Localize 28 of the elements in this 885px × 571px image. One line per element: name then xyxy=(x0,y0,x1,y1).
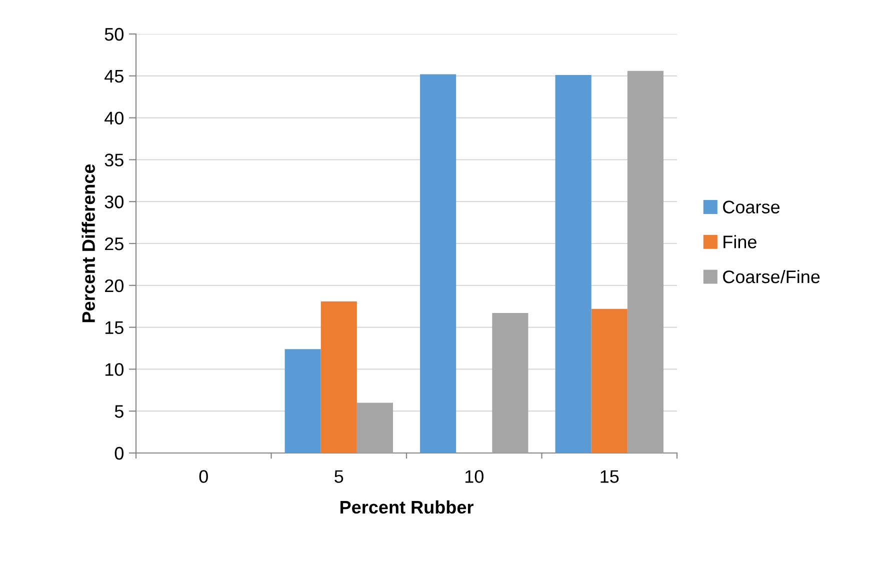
y-tick-label: 0 xyxy=(114,446,124,460)
bar xyxy=(555,75,592,453)
y-tick-label: 40 xyxy=(104,112,124,125)
y-axis-title: Percent Difference xyxy=(82,164,95,322)
y-tick-label: 5 xyxy=(114,405,124,418)
x-tick-label: 15 xyxy=(600,470,619,483)
y-tick-label: 25 xyxy=(105,237,124,250)
y-tick-label: 20 xyxy=(105,279,124,292)
y-tick-label: 30 xyxy=(104,196,124,208)
y-tick-label: 45 xyxy=(104,70,124,83)
bar xyxy=(284,349,321,453)
bar xyxy=(591,308,628,453)
legend-label: Fine xyxy=(724,235,756,248)
x-tick-label: 0 xyxy=(199,470,208,483)
legend-label: Coarse xyxy=(723,200,780,214)
legend-label: Coarse/Fine xyxy=(723,270,820,284)
y-tick-label: 10 xyxy=(105,363,124,376)
bar xyxy=(356,402,393,453)
bar xyxy=(420,74,456,453)
bar xyxy=(320,301,357,453)
x-tick-label: 5 xyxy=(334,470,344,483)
bar xyxy=(627,70,664,453)
y-tick-label: 50 xyxy=(104,28,124,41)
y-tick-label: 15 xyxy=(105,321,124,334)
y-tick-label: 35 xyxy=(104,154,124,166)
bar xyxy=(492,313,528,453)
x-axis-title: Percent Rubber xyxy=(340,500,474,514)
x-tick-label: 10 xyxy=(465,470,484,483)
